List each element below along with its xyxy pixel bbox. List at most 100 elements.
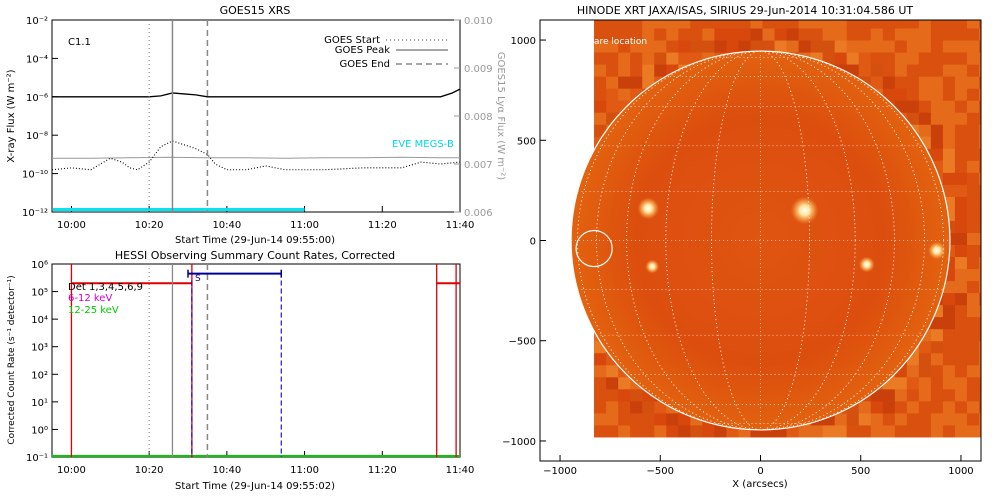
corona-block	[978, 112, 981, 125]
corona-block	[654, 52, 667, 65]
corona-block	[882, 40, 896, 53]
corona-block	[642, 424, 655, 438]
corona-block	[942, 172, 956, 185]
corona-block	[762, 20, 776, 29]
corona-block	[918, 112, 932, 125]
corona-block	[966, 136, 980, 149]
corona-block	[870, 424, 884, 438]
corona-block	[882, 76, 896, 89]
corona-block	[906, 52, 920, 65]
corona-block	[750, 40, 764, 53]
corona-block	[606, 28, 619, 41]
goes-plot-frame	[51, 19, 461, 213]
corona-block	[618, 88, 631, 101]
corona-block	[606, 400, 619, 414]
xrt-x-tick-label: −500	[647, 466, 674, 477]
legend-goes-end: GOES End	[340, 59, 390, 70]
xrt-y-tick-label: −500	[509, 337, 536, 348]
corona-block	[666, 20, 679, 29]
corona-block	[642, 400, 655, 414]
corona-block	[882, 52, 896, 65]
corona-block	[954, 268, 968, 282]
corona-block	[978, 52, 981, 65]
corona-block	[966, 244, 980, 258]
corona-block	[918, 424, 932, 438]
goes-legend: GOES Start GOES Peak GOES End	[324, 35, 448, 70]
goes-axes: 10:00 10:20 10:40 11:00 11:20 11:40 10⁻¹² 10⁻¹⁰…	[22, 16, 493, 231]
hessi-y-tick-label: 10⁶	[31, 260, 48, 271]
corona-block	[726, 20, 739, 29]
legend-goes-start: GOES Start	[324, 35, 380, 46]
xrt-x-tick-label: 500	[851, 466, 870, 477]
eve-label: EVE MEGS-B	[392, 139, 454, 150]
goes-x-tick-label: 11:40	[446, 220, 475, 231]
corona-block	[738, 40, 751, 53]
hessi-x-tick-label: 10:00	[57, 465, 86, 476]
corona-block	[594, 376, 607, 390]
corona-block	[966, 64, 980, 77]
active-region	[858, 256, 875, 273]
corona-block	[966, 88, 980, 101]
corona-block	[906, 412, 920, 426]
active-regions	[637, 196, 946, 274]
goes-y-right-tick-label: 0.007	[464, 160, 493, 171]
corona-block	[594, 424, 607, 438]
corona-block	[714, 28, 727, 41]
corona-block	[786, 20, 800, 29]
corona-block	[978, 172, 981, 185]
corona-block	[966, 172, 980, 185]
corona-block	[894, 40, 908, 53]
corona-block	[942, 388, 956, 402]
corona-block	[966, 424, 980, 438]
hessi-x-tick-label: 11:00	[290, 465, 319, 476]
corona-block	[954, 88, 968, 101]
corona-block	[978, 136, 981, 149]
corona-block	[594, 388, 607, 402]
goes-x-tick-label: 10:20	[135, 220, 164, 231]
active-region	[927, 241, 946, 260]
corona-block	[690, 40, 703, 53]
corona-block	[954, 256, 968, 270]
corona-block	[834, 424, 848, 438]
saa-label: S	[195, 274, 201, 284]
corona-block	[726, 40, 739, 53]
corona-block	[666, 412, 679, 426]
corona-block	[978, 100, 981, 113]
corona-block	[654, 64, 667, 77]
grid-longitude-line	[665, 51, 856, 430]
corona-block	[870, 400, 884, 414]
corona-block	[858, 400, 872, 414]
flare-location-label: are location	[594, 37, 647, 47]
corona-block	[630, 412, 643, 426]
corona-block	[966, 268, 980, 282]
corona-block	[858, 20, 872, 29]
corona-block	[642, 20, 655, 29]
corona-block	[978, 20, 981, 29]
corona-block	[678, 40, 691, 53]
corona-block	[666, 52, 679, 65]
corona-block	[942, 340, 956, 354]
corona-block	[978, 232, 981, 246]
corona-block	[906, 88, 920, 101]
corona-block	[978, 424, 981, 438]
hessi-legend: Det 1,3,4,5,6,9 6-12 keV 12-25 keV	[68, 282, 143, 316]
corona-block	[618, 376, 631, 390]
corona-block	[978, 328, 981, 342]
corona-block	[918, 100, 932, 113]
corona-block	[594, 412, 607, 426]
corona-block	[930, 40, 944, 53]
corona-block	[966, 304, 980, 318]
corona-block	[918, 76, 932, 89]
corona-block	[954, 148, 968, 161]
hessi-title: HESSI Observing Summary Count Rates, Cor…	[115, 249, 395, 262]
corona-block	[882, 412, 896, 426]
corona-block	[978, 364, 981, 378]
corona-block	[618, 412, 631, 426]
corona-block	[942, 88, 956, 101]
hessi-y-tick-label: 10²	[31, 370, 48, 381]
hessi-y-tick-label: 10¹	[31, 398, 48, 409]
corona-block	[822, 52, 836, 65]
corona-block	[906, 424, 920, 438]
corona-block	[918, 28, 932, 41]
corona-block	[930, 52, 944, 65]
